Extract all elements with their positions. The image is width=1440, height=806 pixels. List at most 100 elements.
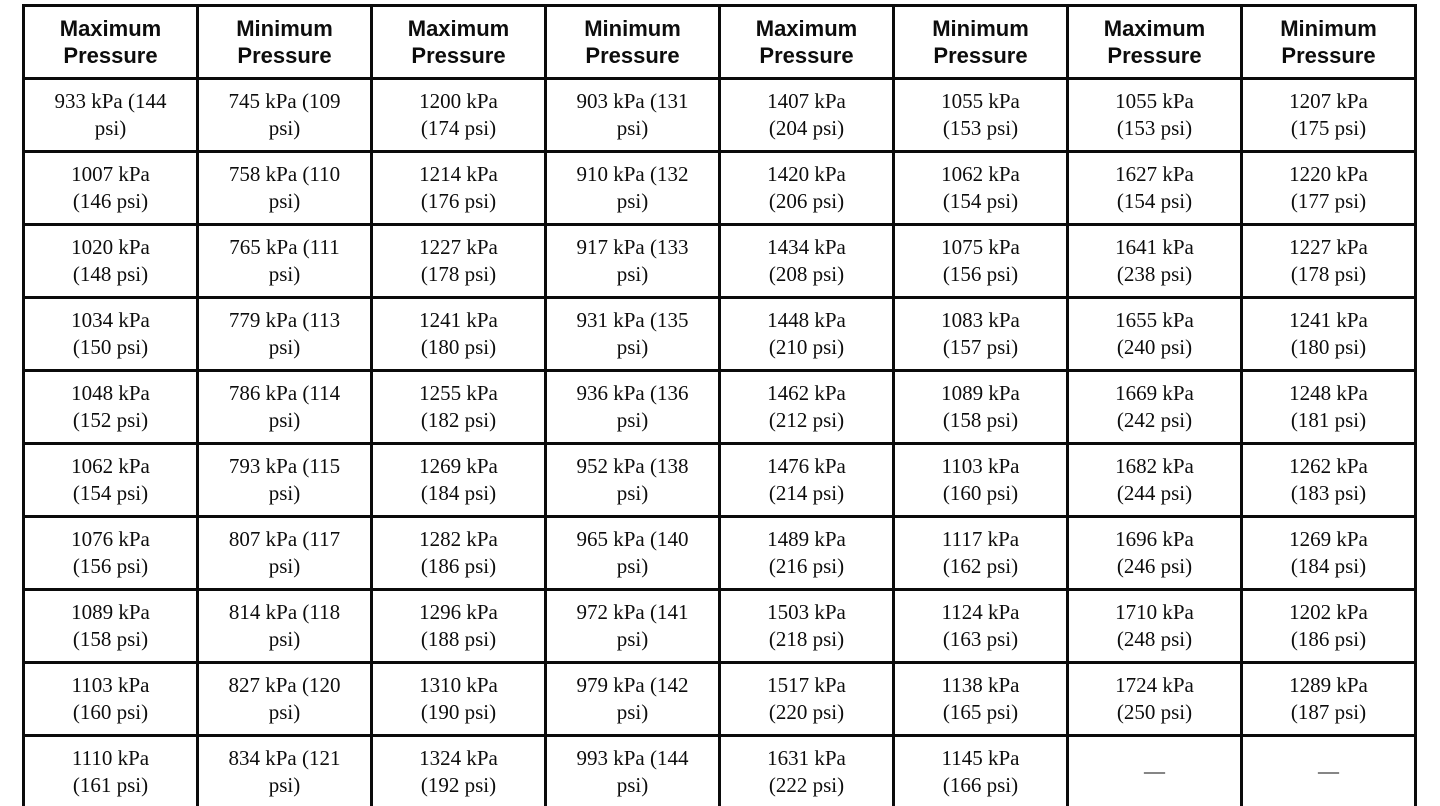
table-cell: 1062 kPa (154 psi) [22, 442, 199, 518]
table-cell: 1103 kPa (160 psi) [892, 442, 1069, 518]
table-cell: 910 kPa (132 psi) [544, 150, 721, 226]
table-row: 1110 kPa (161 psi) 834 kPa (121 psi) 1324 … [22, 734, 1417, 806]
table-cell: 745 kPa (109 psi) [196, 77, 373, 153]
table-cell: 1241 kPa (180 psi) [370, 296, 547, 372]
table-cell: 972 kPa (141 psi) [544, 588, 721, 664]
column-header-minimum-pressure-4: Minimum Pressure [1240, 4, 1417, 80]
table-cell: 993 kPa (144 psi) [544, 734, 721, 806]
table-cell: 765 kPa (111 psi) [196, 223, 373, 299]
column-header-minimum-pressure-3: Minimum Pressure [892, 4, 1069, 80]
table-cell: 936 kPa (136 psi) [544, 369, 721, 445]
table-cell: 1420 kPa (206 psi) [718, 150, 895, 226]
table-row: 1062 kPa (154 psi) 793 kPa (115 psi) 1269 … [22, 442, 1417, 518]
table-cell: 903 kPa (131 psi) [544, 77, 721, 153]
table-row: 1020 kPa (148 psi) 765 kPa (111 psi) 1227 … [22, 223, 1417, 299]
table-row: 1007 kPa (146 psi) 758 kPa (110 psi) 1214 … [22, 150, 1417, 226]
table-cell: 1503 kPa (218 psi) [718, 588, 895, 664]
table-cell: 1310 kPa (190 psi) [370, 661, 547, 737]
table-cell: 1282 kPa (186 psi) [370, 515, 547, 591]
table-cell: 1062 kPa (154 psi) [892, 150, 1069, 226]
table-cell: 1289 kPa (187 psi) [1240, 661, 1417, 737]
table-cell: 1434 kPa (208 psi) [718, 223, 895, 299]
table-cell: 1007 kPa (146 psi) [22, 150, 199, 226]
table-cell: 952 kPa (138 psi) [544, 442, 721, 518]
table-cell: 1710 kPa (248 psi) [1066, 588, 1243, 664]
table-cell: 1248 kPa (181 psi) [1240, 369, 1417, 445]
table-cell: 917 kPa (133 psi) [544, 223, 721, 299]
column-header-minimum-pressure-1: Minimum Pressure [196, 4, 373, 80]
table-cell: 1048 kPa (152 psi) [22, 369, 199, 445]
table-cell: 1296 kPa (188 psi) [370, 588, 547, 664]
table-cell: 1145 kPa (166 psi) [892, 734, 1069, 806]
table-row: 1103 kPa (160 psi) 827 kPa (120 psi) 1310 … [22, 661, 1417, 737]
table-cell: 979 kPa (142 psi) [544, 661, 721, 737]
table-cell: 1110 kPa (161 psi) [22, 734, 199, 806]
table-row: 1048 kPa (152 psi) 786 kPa (114 psi) 1255 … [22, 369, 1417, 445]
table-row: 933 kPa (144 psi) 745 kPa (109 psi) 1200 k… [22, 77, 1417, 153]
table-cell: 1669 kPa (242 psi) [1066, 369, 1243, 445]
column-header-maximum-pressure-2: Maximum Pressure [370, 4, 547, 80]
table-cell: 933 kPa (144 psi) [22, 77, 199, 153]
table-cell: 1089 kPa (158 psi) [22, 588, 199, 664]
table-cell: 1020 kPa (148 psi) [22, 223, 199, 299]
table-cell: 1220 kPa (177 psi) [1240, 150, 1417, 226]
table-cell: 1631 kPa (222 psi) [718, 734, 895, 806]
table-cell: 827 kPa (120 psi) [196, 661, 373, 737]
table-cell: 1407 kPa (204 psi) [718, 77, 895, 153]
table-cell: 1255 kPa (182 psi) [370, 369, 547, 445]
table-cell: 807 kPa (117 psi) [196, 515, 373, 591]
table-cell: 1517 kPa (220 psi) [718, 661, 895, 737]
table-row: 1034 kPa (150 psi) 779 kPa (113 psi) 1241 … [22, 296, 1417, 372]
table-cell: 1476 kPa (214 psi) [718, 442, 895, 518]
table-cell: 834 kPa (121 psi) [196, 734, 373, 806]
table-cell: 814 kPa (118 psi) [196, 588, 373, 664]
table-cell: 1641 kPa (238 psi) [1066, 223, 1243, 299]
table-cell: 965 kPa (140 psi) [544, 515, 721, 591]
table-body: 933 kPa (144 psi) 745 kPa (109 psi) 1200 k… [22, 77, 1417, 806]
table-cell: 1462 kPa (212 psi) [718, 369, 895, 445]
table-cell: 1055 kPa (153 psi) [892, 77, 1069, 153]
table-cell: 1489 kPa (216 psi) [718, 515, 895, 591]
pressure-table: Maximum Pressure Minimum Pressure Maximum … [22, 4, 1417, 806]
table-cell: 1724 kPa (250 psi) [1066, 661, 1243, 737]
table-cell: 779 kPa (113 psi) [196, 296, 373, 372]
table-cell: 1202 kPa (186 psi) [1240, 588, 1417, 664]
table-cell: 1055 kPa (153 psi) [1066, 77, 1243, 153]
table-cell: 1076 kPa (156 psi) [22, 515, 199, 591]
table-cell: 1075 kPa (156 psi) [892, 223, 1069, 299]
table-cell: 1448 kPa (210 psi) [718, 296, 895, 372]
table-cell: 1262 kPa (183 psi) [1240, 442, 1417, 518]
table-cell: 758 kPa (110 psi) [196, 150, 373, 226]
table-row: 1076 kPa (156 psi) 807 kPa (117 psi) 1282 … [22, 515, 1417, 591]
table-row: 1089 kPa (158 psi) 814 kPa (118 psi) 1296 … [22, 588, 1417, 664]
table-cell: 1269 kPa (184 psi) [370, 442, 547, 518]
table-cell: 1089 kPa (158 psi) [892, 369, 1069, 445]
table-cell: — [1240, 734, 1417, 806]
table-header: Maximum Pressure Minimum Pressure Maximum … [22, 4, 1417, 80]
table-cell: 1200 kPa (174 psi) [370, 77, 547, 153]
table-cell: 786 kPa (114 psi) [196, 369, 373, 445]
table-cell: 1324 kPa (192 psi) [370, 734, 547, 806]
table-cell: 793 kPa (115 psi) [196, 442, 373, 518]
table-cell: 1214 kPa (176 psi) [370, 150, 547, 226]
table-cell: 1083 kPa (157 psi) [892, 296, 1069, 372]
column-header-minimum-pressure-2: Minimum Pressure [544, 4, 721, 80]
table-cell: 1117 kPa (162 psi) [892, 515, 1069, 591]
table-cell: 1627 kPa (154 psi) [1066, 150, 1243, 226]
table-cell: 1227 kPa (178 psi) [370, 223, 547, 299]
table-cell: 1207 kPa (175 psi) [1240, 77, 1417, 153]
table-cell: 1682 kPa (244 psi) [1066, 442, 1243, 518]
table-cell: 1034 kPa (150 psi) [22, 296, 199, 372]
table-cell: — [1066, 734, 1243, 806]
table-cell: 1227 kPa (178 psi) [1240, 223, 1417, 299]
table-cell: 931 kPa (135 psi) [544, 296, 721, 372]
table-cell: 1241 kPa (180 psi) [1240, 296, 1417, 372]
table-cell: 1138 kPa (165 psi) [892, 661, 1069, 737]
table-cell: 1655 kPa (240 psi) [1066, 296, 1243, 372]
table-cell: 1124 kPa (163 psi) [892, 588, 1069, 664]
column-header-maximum-pressure-4: Maximum Pressure [1066, 4, 1243, 80]
header-row: Maximum Pressure Minimum Pressure Maximum … [22, 4, 1417, 80]
column-header-maximum-pressure-1: Maximum Pressure [22, 4, 199, 80]
table-cell: 1696 kPa (246 psi) [1066, 515, 1243, 591]
